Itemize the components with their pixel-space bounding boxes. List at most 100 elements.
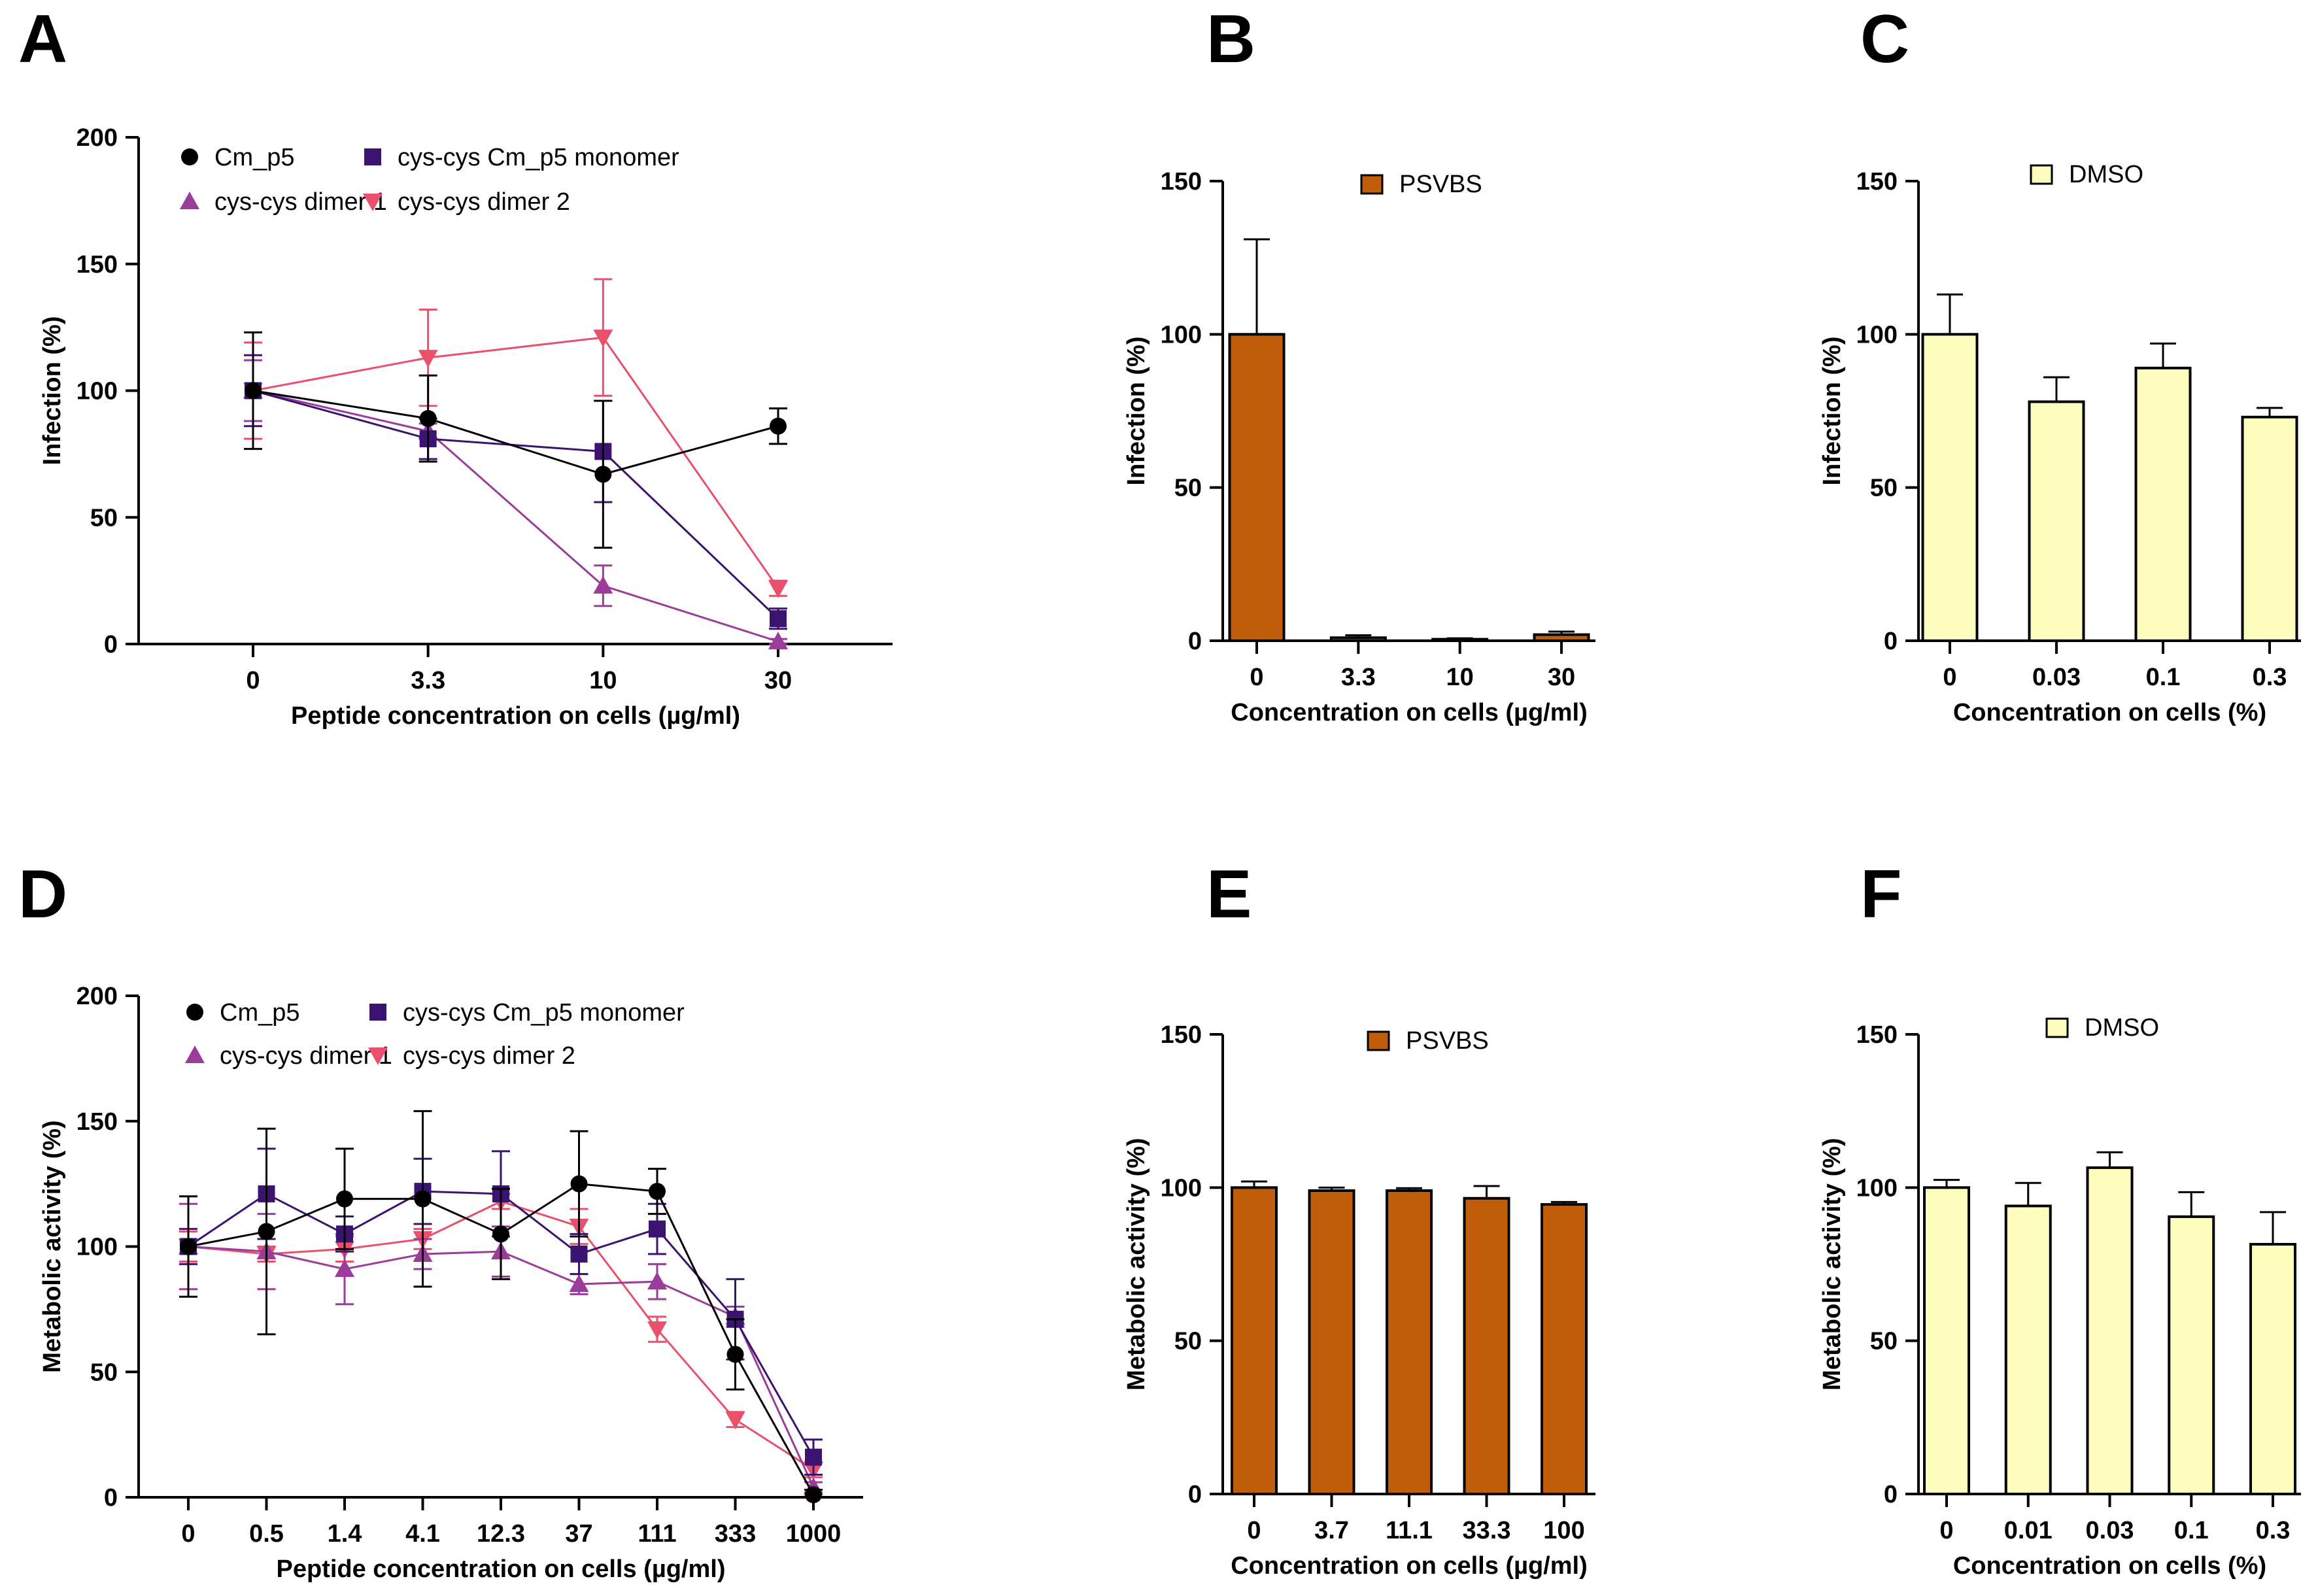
series-line bbox=[252, 336, 779, 589]
chart-panel-f: 0 50 100 150 0 0.01 0.03 0.1 0.3 Concentration on… bbox=[1818, 1014, 2301, 1580]
x-axis-title: Peptide concentration on cells (µg/ml) bbox=[277, 1555, 726, 1583]
y-axis-title: Metabolic activity (%) bbox=[1123, 1138, 1150, 1390]
data-point bbox=[336, 1190, 353, 1208]
series-cm-p5 bbox=[244, 331, 787, 549]
x-tick-label: 10 bbox=[589, 667, 617, 694]
series-line bbox=[188, 1246, 815, 1488]
data-point bbox=[414, 1190, 432, 1208]
legend-label: cys-cys Cm_p5 monomer bbox=[398, 144, 679, 171]
bar bbox=[2134, 366, 2192, 642]
x-axis-title: Concentration on cells (%) bbox=[1953, 699, 2266, 726]
y-axis-title: Infection (%) bbox=[1123, 337, 1150, 486]
series-cm-p5 bbox=[179, 1110, 823, 1504]
legend: DMSO bbox=[2030, 161, 2143, 188]
x-tick-label: 0.3 bbox=[2253, 664, 2287, 691]
x-tick-label: 4.1 bbox=[405, 1520, 440, 1548]
y-tick-label: 100 bbox=[77, 1234, 118, 1261]
bar bbox=[2168, 1215, 2215, 1496]
y-tick-label: 150 bbox=[1161, 1021, 1202, 1049]
chart-panel-a: 0 50 100 150 200 0 3.3 10 30 Peptide concentratio… bbox=[39, 124, 893, 730]
bar bbox=[1231, 1186, 1278, 1496]
x-tick-label: 0 bbox=[1250, 664, 1263, 691]
x-tick-label: 0.1 bbox=[2174, 1517, 2209, 1544]
legend-label: cys-cys Cm_p5 monomer bbox=[403, 999, 685, 1027]
x-tick-label: 0.1 bbox=[2146, 664, 2181, 691]
legend-label: cys-cys dimer 1 bbox=[220, 1042, 392, 1070]
legend-swatch bbox=[2030, 164, 2053, 185]
x-axis-title: Concentration on cells (µg/ml) bbox=[1231, 1552, 1588, 1580]
y-axis-title: Infection (%) bbox=[1818, 337, 1846, 486]
y-tick-label: 100 bbox=[1161, 1174, 1202, 1202]
data-point bbox=[258, 1223, 275, 1240]
series-cys-cys-cm-p5-monomer bbox=[244, 354, 787, 630]
y-tick-label: 0 bbox=[104, 1484, 118, 1512]
bar bbox=[1431, 637, 1489, 643]
y-axis-title: Metabolic activity (%) bbox=[1818, 1138, 1846, 1390]
legend: DMSO bbox=[2045, 1014, 2159, 1042]
chart-panel-b: 0 50 100 150 0 3.3 10 30 Concentration on cells … bbox=[1123, 168, 1595, 726]
x-tick-label: 0 bbox=[1943, 664, 1956, 691]
x-tick-label: 3.7 bbox=[1314, 1517, 1349, 1544]
x-tick-label: 0.03 bbox=[2086, 1517, 2134, 1544]
bar bbox=[2241, 415, 2298, 643]
bar bbox=[2086, 1166, 2134, 1495]
x-tick-label: 0 bbox=[1247, 1517, 1261, 1544]
data-point bbox=[647, 1321, 667, 1340]
x-tick-label: 3.3 bbox=[1341, 664, 1376, 691]
x-axis-title: Peptide concentration on cells (µg/ml) bbox=[291, 702, 740, 730]
x-tick-label: 12.3 bbox=[477, 1520, 525, 1548]
legend-label: Cm_p5 bbox=[220, 999, 300, 1027]
legend-swatch bbox=[2045, 1017, 2069, 1038]
legend: PSVBS bbox=[1367, 1027, 1489, 1055]
bar bbox=[1308, 1189, 1355, 1496]
x-tick-label: 0 bbox=[181, 1520, 195, 1548]
y-tick-label: 200 bbox=[77, 983, 118, 1010]
x-tick-label: 3.3 bbox=[411, 667, 445, 694]
x-tick-label: 0 bbox=[246, 667, 260, 694]
legend-label: DMSO bbox=[2069, 161, 2143, 188]
data-point bbox=[569, 1274, 589, 1293]
y-tick-label: 200 bbox=[77, 124, 118, 152]
x-tick-label: 0.01 bbox=[2004, 1517, 2053, 1544]
legend-marker bbox=[181, 148, 198, 165]
legend-label: cys-cys dimer 1 bbox=[214, 188, 387, 216]
legend-swatch bbox=[1360, 174, 1384, 195]
x-axis-title: Concentration on cells (%) bbox=[1953, 1552, 2266, 1580]
y-axis-title: Metabolic activity (%) bbox=[39, 1120, 66, 1372]
panel-label-e: E bbox=[1206, 857, 1252, 932]
bar bbox=[1923, 1186, 1970, 1496]
data-point bbox=[594, 466, 612, 483]
y-tick-label: 150 bbox=[1856, 168, 1898, 195]
data-point bbox=[418, 350, 438, 368]
data-point bbox=[245, 382, 262, 399]
data-point bbox=[593, 330, 613, 348]
legend: Cm_p5 cys-cys Cm_p5 monomer cys-cys dimer … bbox=[180, 144, 679, 216]
series-line bbox=[252, 390, 779, 643]
bar bbox=[1228, 333, 1286, 642]
legend-label: cys-cys dimer 2 bbox=[403, 1042, 575, 1070]
data-point bbox=[768, 632, 788, 650]
panel-label-f: F bbox=[1860, 857, 1902, 932]
y-tick-label: 50 bbox=[1870, 1328, 1898, 1355]
y-tick-label: 0 bbox=[1884, 1481, 1898, 1508]
x-tick-label: 333 bbox=[715, 1520, 756, 1548]
x-tick-label: 0.03 bbox=[2032, 664, 2081, 691]
x-tick-label: 0 bbox=[1939, 1517, 1953, 1544]
chart-panel-c: 0 50 100 150 0 0.03 0.1 0.3 Concentration on cel… bbox=[1818, 161, 2301, 726]
y-tick-label: 150 bbox=[77, 251, 118, 279]
x-tick-label: 33.3 bbox=[1463, 1517, 1511, 1544]
chart-panel-d: 0 50 100 150 200 0 0.5 1.4 4.1 12.3 37 111 333 1000 Pe… bbox=[39, 983, 863, 1583]
y-tick-label: 100 bbox=[77, 378, 118, 405]
series-line bbox=[252, 390, 779, 475]
y-tick-label: 50 bbox=[90, 1359, 118, 1386]
legend-marker bbox=[364, 148, 381, 165]
data-point bbox=[570, 1246, 588, 1263]
x-tick-label: 0.3 bbox=[2256, 1517, 2291, 1544]
y-tick-label: 150 bbox=[1856, 1021, 1898, 1049]
legend-label: DMSO bbox=[2085, 1014, 2159, 1042]
series-line bbox=[252, 390, 779, 620]
panel-label-a: A bbox=[18, 1, 67, 77]
bar bbox=[1541, 1203, 1588, 1495]
x-tick-label: 30 bbox=[764, 667, 792, 694]
legend: Cm_p5 cys-cys Cm_p5 monomer cys-cys dimer … bbox=[185, 999, 685, 1070]
